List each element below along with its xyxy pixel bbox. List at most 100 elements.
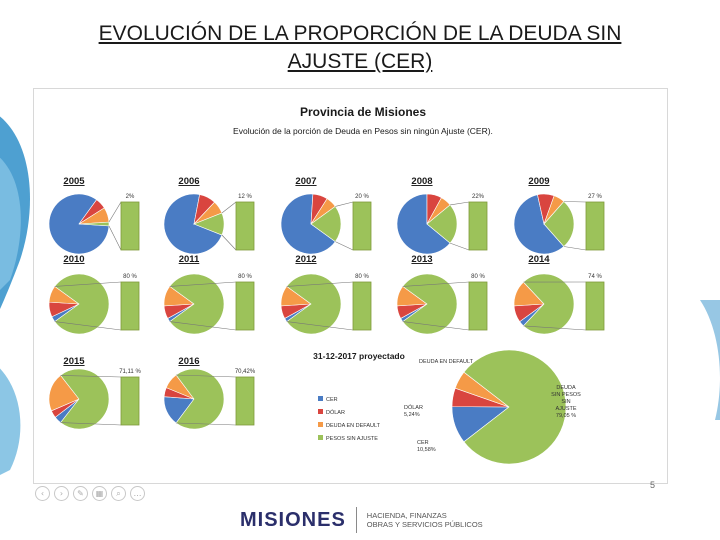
connector-bottom-2010	[54, 321, 122, 331]
legend-label-2: DEUDA EN DEFAULT	[326, 423, 381, 429]
bar-2009	[585, 201, 605, 251]
pie-slice-2014-3	[523, 273, 575, 335]
legend-swatch-1	[318, 409, 323, 414]
bar-2008	[468, 201, 488, 251]
connector-bottom-2007	[335, 241, 354, 251]
pie-slice-2008-0	[396, 193, 451, 255]
annotation-2: CER 10,58%	[417, 440, 436, 453]
bar-label-2015: 71,11 %	[119, 369, 141, 375]
annotation-0: DEUDA EN DEFAULT	[419, 359, 474, 365]
pie-slice-2006-0	[163, 193, 223, 255]
pie-slice-2008-3	[426, 204, 458, 244]
next-icon[interactable]: ›	[54, 486, 69, 501]
connector-bottom-2012	[286, 321, 354, 331]
chart-panel: Provincia de Misiones Evolución de la por…	[33, 88, 668, 484]
bar-label-2005: 2%	[126, 194, 135, 200]
annotation-line: SIN	[561, 399, 570, 405]
bar-2014	[585, 281, 605, 331]
connector-top-2010	[54, 281, 122, 287]
pie-slice-2009-3	[543, 201, 575, 247]
bar-label-2012: 80 %	[355, 274, 369, 280]
chart-title: Provincia de Misiones	[300, 105, 426, 119]
annotation-line: DEUDA EN DEFAULT	[419, 359, 474, 365]
bar-label-2014: 74 %	[588, 274, 602, 280]
connector-bottom-2009	[563, 246, 587, 251]
pie-charts-figure: Provincia de Misiones Evolución de la por…	[48, 105, 605, 465]
chart-label-2015: 2015	[63, 356, 85, 367]
legend-swatch-0	[318, 396, 323, 401]
annotation-line: 5,24%	[404, 412, 420, 418]
bar-2010	[120, 281, 140, 331]
pie-slice-2007-3	[310, 205, 342, 243]
chart-label-2016: 2016	[178, 356, 199, 367]
bar-label-2006: 12 %	[238, 194, 252, 200]
pie-slice-2011-3	[169, 273, 225, 335]
pie-slice-2012-3	[286, 273, 342, 335]
footer: MISIONES HACIENDA, FINANZAS OBRAS Y SERV…	[240, 502, 483, 538]
connector-top-2016	[175, 374, 237, 378]
slides-icon[interactable]: ▦	[92, 486, 107, 501]
chart-label-2006: 2006	[178, 176, 199, 187]
bar-2006	[235, 201, 255, 251]
connector-bottom-2015	[60, 422, 122, 426]
pie-slice-2013-3	[402, 273, 458, 335]
chart-label-2009: 2009	[528, 176, 549, 187]
annotation-line: DEUDA	[556, 385, 576, 391]
connector-bottom-2016	[175, 422, 237, 426]
annotation-line: CER	[417, 440, 429, 446]
bar-2016	[235, 376, 255, 426]
annotation-line: DÓLAR	[404, 404, 423, 411]
slideshow-toolbar: ‹ › ✎ ▦ ⌕ …	[35, 486, 145, 501]
bar-label-2008: 22%	[472, 194, 485, 200]
pie-slice-2015-3	[60, 368, 110, 430]
annotation-1: DÓLAR 5,24%	[404, 404, 423, 418]
annotation-line: AJUSTE	[555, 406, 576, 412]
connector-top-2008	[450, 201, 470, 206]
previous-icon[interactable]: ‹	[35, 486, 50, 501]
footer-line-2: OBRAS Y SERVICIOS PÚBLICOS	[366, 520, 483, 529]
slide-title-line-1: EVOLUCIÓN DE LA PROPORCIÓN DE LA DEUDA S…	[98, 22, 622, 45]
bar-label-2007: 20 %	[355, 194, 369, 200]
bar-label-2010: 80 %	[123, 274, 137, 280]
more-options-icon[interactable]: …	[130, 486, 145, 501]
connector-bottom-2011	[169, 321, 237, 331]
bar-2015	[120, 376, 140, 426]
chart-label-2010: 2010	[63, 254, 84, 265]
legend-swatch-3	[318, 435, 323, 440]
legend-swatch-2	[318, 422, 323, 427]
bar-2013	[468, 281, 488, 331]
chart-label-2013: 2013	[411, 254, 432, 265]
pie-slice-2009-0	[513, 194, 565, 255]
connector-bottom-2006	[221, 234, 237, 251]
misiones-logo: MISIONES	[240, 508, 346, 531]
bar-label-2016: 70,42%	[235, 369, 256, 375]
chart-label-2008: 2008	[411, 176, 432, 187]
annotation-line: 79,05 %	[556, 413, 576, 419]
pie-slice-projected-3	[463, 349, 567, 465]
pie-slice-2007-0	[280, 193, 336, 255]
pie-slice-2016-3	[175, 368, 225, 430]
annotation-line: SIN PESOS	[551, 392, 581, 398]
connector-top-2012	[286, 281, 354, 287]
bar-label-2011: 80 %	[238, 274, 252, 280]
connector-top-2005	[108, 201, 122, 223]
footer-divider	[355, 507, 357, 533]
pie-slice-2010-3	[54, 273, 110, 335]
connector-bottom-2005	[108, 225, 122, 251]
chart-label-2011: 2011	[179, 254, 200, 265]
connector-top-2011	[169, 281, 237, 287]
bar-2011	[235, 281, 255, 331]
page-number: 5	[650, 480, 656, 490]
bar-2007	[352, 201, 372, 251]
connector-top-2013	[402, 281, 470, 287]
chart-label-2014: 2014	[528, 254, 550, 265]
pen-icon[interactable]: ✎	[73, 486, 88, 501]
footer-ministry: HACIENDA, FINANZAS OBRAS Y SERVICIOS PÚB…	[367, 511, 483, 529]
annotation-3: DEUDA SIN PESOS SIN AJUSTE 79,05 %	[551, 385, 581, 419]
slide-title: EVOLUCIÓN DE LA PROPORCIÓN DE LA DEUDA S…	[60, 20, 660, 76]
legend-label-1: DÓLAR	[326, 409, 345, 416]
bar-2012	[352, 281, 372, 331]
chart-label-2012: 2012	[295, 254, 316, 265]
zoom-icon[interactable]: ⌕	[111, 486, 126, 501]
